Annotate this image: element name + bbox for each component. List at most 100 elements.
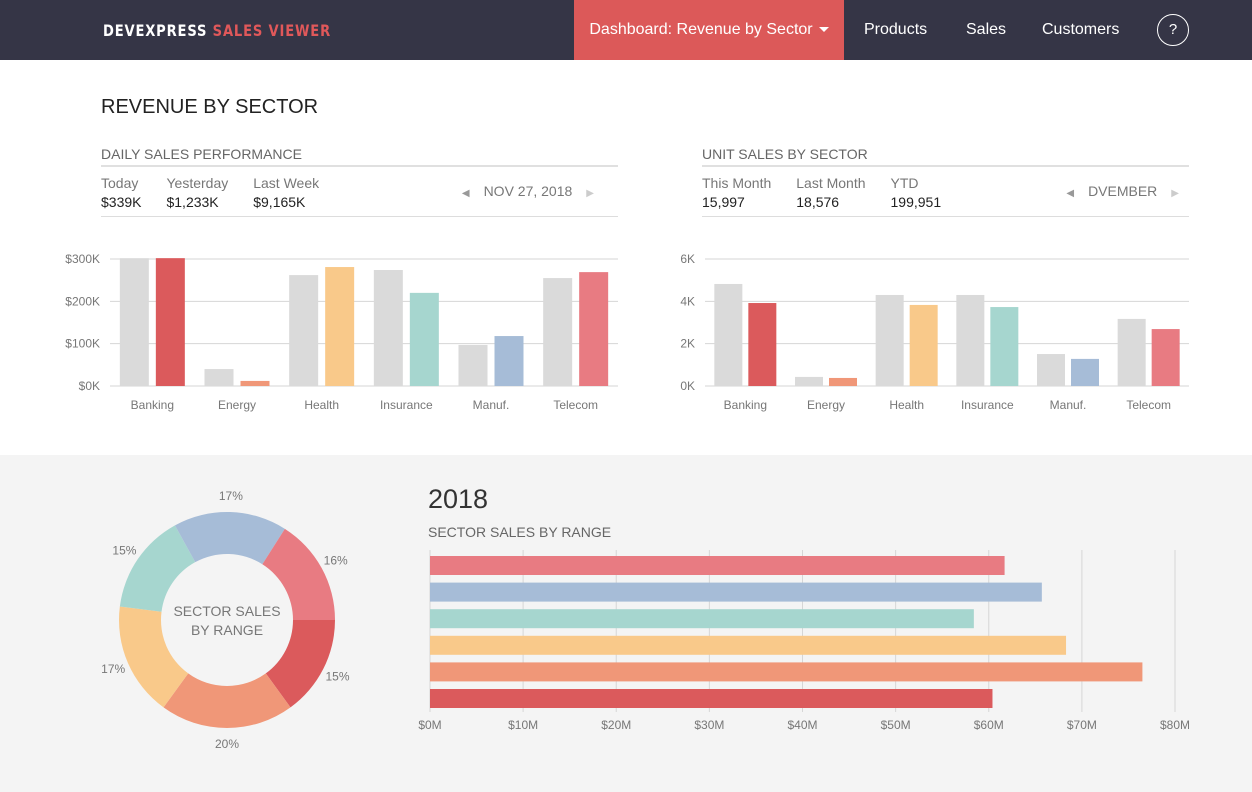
page-title: REVENUE BY SECTOR xyxy=(101,96,319,118)
prev-arrow-icon[interactable]: ◀ xyxy=(1066,188,1075,199)
x-tick-label: Banking xyxy=(131,398,174,412)
bar-telecom xyxy=(543,278,573,386)
stat-value: 199,951 xyxy=(890,194,942,210)
bar-energy xyxy=(829,377,857,386)
bar-energy xyxy=(240,380,270,386)
x-tick-label: $70M xyxy=(1067,718,1097,732)
daily-sales-panel: DAILY SALES PERFORMANCE Today $339K Yeste… xyxy=(101,146,618,217)
stat-value: 15,997 xyxy=(702,194,745,210)
donut-slice xyxy=(265,620,335,708)
bar-banking xyxy=(119,258,149,386)
revenue-bar-chart: $0K $100K $200K $300K Banking Energy Health Ins… xyxy=(65,252,618,412)
logo-text-accent: SALES VIEWER xyxy=(212,21,331,40)
stat-label: Yesterday xyxy=(166,175,229,191)
bar-health xyxy=(875,294,904,386)
x-tick-label: $50M xyxy=(881,718,911,732)
bar-insurance xyxy=(409,292,439,386)
y-tick-label: $100K xyxy=(65,337,100,351)
bar-manuf xyxy=(1071,358,1099,386)
stat-value: $1,233K xyxy=(166,194,219,210)
x-tick-label: Energy xyxy=(807,398,845,412)
date-label: NOV 27, 2018 xyxy=(483,183,573,199)
stat-ytd: YTD 199,951 xyxy=(891,175,942,216)
sector-range-bar-chart: $0M $10M $20M $30M $40M $50M $60M $70M $80M xyxy=(418,550,1190,732)
y-tick-label: $300K xyxy=(65,252,100,266)
nav-customers[interactable]: Customers xyxy=(1042,21,1120,38)
next-arrow-icon[interactable]: ▶ xyxy=(586,188,594,199)
next-arrow-icon[interactable]: ▶ xyxy=(1171,188,1179,199)
range-bar xyxy=(430,609,974,629)
stat-value: 18,576 xyxy=(796,194,840,210)
x-tick-label: Banking xyxy=(724,398,767,412)
prev-arrow-icon[interactable]: ◀ xyxy=(461,188,470,199)
donut-center-label: SECTOR SALES BY RANGE xyxy=(157,602,297,640)
stat-yesterday: Yesterday $1,233K xyxy=(166,175,228,216)
x-tick-label: $0M xyxy=(418,718,441,732)
bar-insurance xyxy=(990,307,1019,386)
bar-energy xyxy=(795,376,823,386)
month-label: DVEMBER xyxy=(1088,183,1158,199)
y-tick-label: $200K xyxy=(65,294,100,308)
x-tick-label: Health xyxy=(889,398,924,412)
range-bar xyxy=(430,662,1143,682)
date-navigator: ◀ NOV 27, 2018 ▶ xyxy=(448,183,608,199)
month-navigator: ◀ DVEMBER ▶ xyxy=(1052,183,1179,199)
range-bar xyxy=(430,556,1005,575)
nav-sales[interactable]: Sales xyxy=(966,21,1007,38)
x-tick-label: $30M xyxy=(694,718,724,732)
year-title: 2018 xyxy=(428,484,489,514)
x-tick-label: Health xyxy=(304,398,339,412)
caret-down-icon xyxy=(818,27,829,33)
logo-text: DEVEXPRESS xyxy=(103,21,208,40)
stat-last-week: Last Week $9,165K xyxy=(253,175,319,216)
bar-health xyxy=(289,275,319,386)
bar-insurance xyxy=(956,294,985,386)
bar-insurance xyxy=(373,270,403,386)
bar-telecom xyxy=(579,272,609,386)
help-icon[interactable]: ? xyxy=(1157,14,1189,46)
range-chart-title: SECTOR SALES BY RANGE xyxy=(428,524,612,540)
y-tick-label: 4K xyxy=(680,294,695,308)
bar-banking xyxy=(155,258,185,386)
donut-slice xyxy=(119,525,196,612)
sector-donut-chart: 15% 20% 17% 15% 17% 16% xyxy=(101,489,350,751)
nav-products[interactable]: Products xyxy=(864,21,928,38)
bar-telecom xyxy=(1151,329,1180,386)
donut-slice xyxy=(163,673,291,728)
bar-manuf xyxy=(458,344,488,386)
range-bar xyxy=(430,689,993,708)
top-nav: DEVEXPRESS SALES VIEWER Dashboard: Reven… xyxy=(0,0,1252,60)
stat-label: This Month xyxy=(702,175,772,191)
unit-sales-panel: UNIT SALES BY SECTOR This Month 15,997 La… xyxy=(702,146,1189,217)
bar-energy xyxy=(204,369,234,386)
bar-health xyxy=(909,304,938,386)
bar-manuf xyxy=(1037,354,1065,386)
donut-slice-label: 17% xyxy=(101,662,125,676)
stat-label: Today xyxy=(101,175,139,191)
x-tick-label: $60M xyxy=(974,718,1004,732)
x-tick-label: Manuf. xyxy=(1050,398,1087,412)
x-tick-label: Insurance xyxy=(961,398,1014,412)
donut-slice xyxy=(119,606,189,708)
y-tick-label: 6K xyxy=(680,252,695,266)
donut-center-line: SECTOR SALES xyxy=(173,603,281,619)
donut-slice-label: 15% xyxy=(112,543,136,557)
y-tick-label: $0K xyxy=(79,379,100,393)
stat-today: Today $339K xyxy=(101,175,141,216)
x-tick-label: Telecom xyxy=(1126,398,1171,412)
panel-title: DAILY SALES PERFORMANCE xyxy=(101,146,618,167)
x-tick-label: $10M xyxy=(508,718,538,732)
stat-label: Last Month xyxy=(796,175,866,191)
donut-slice-label: 15% xyxy=(325,669,349,683)
nav-dashboard-dropdown[interactable]: Dashboard: Revenue by Sector xyxy=(574,0,844,60)
donut-slice-label: 17% xyxy=(219,489,243,503)
nav-dashboard-label: Dashboard: Revenue by Sector xyxy=(589,21,813,38)
donut-slice-label: 20% xyxy=(215,737,239,751)
panel-title: UNIT SALES BY SECTOR xyxy=(702,146,1189,167)
bar-manuf xyxy=(494,336,524,386)
donut-slice xyxy=(262,528,335,620)
stat-value: $339K xyxy=(101,194,142,210)
logo[interactable]: DEVEXPRESS SALES VIEWER xyxy=(103,21,331,40)
stat-label: Last Week xyxy=(253,175,320,191)
donut-slice-label: 16% xyxy=(324,553,348,567)
